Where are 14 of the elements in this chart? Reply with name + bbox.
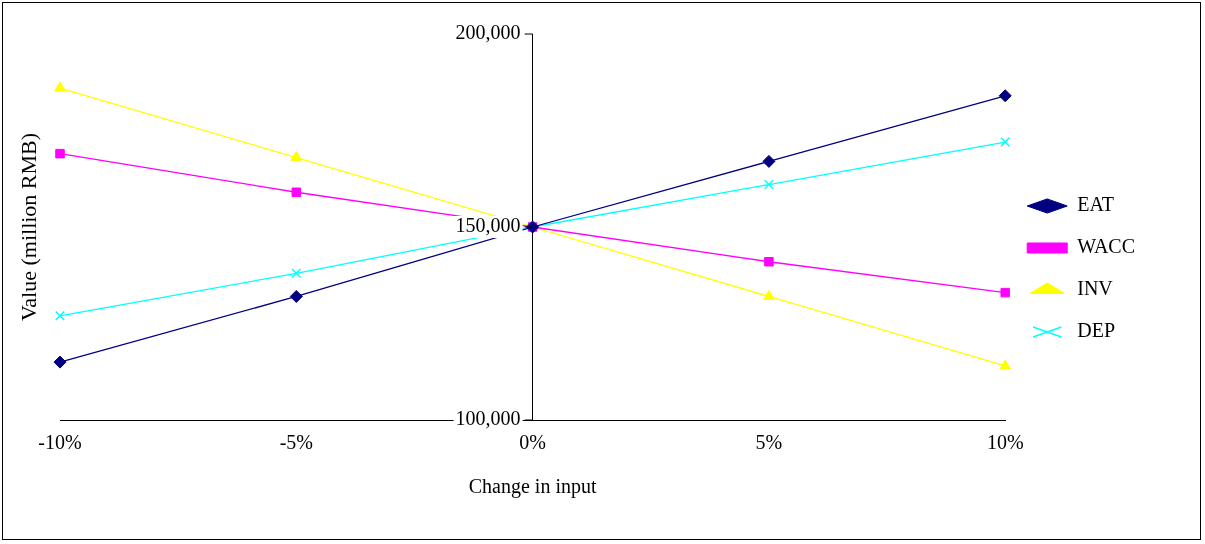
x-tick-label: -10%	[38, 431, 82, 454]
y-tick-label: 200,000	[455, 21, 521, 44]
x-tick-label: 5%	[755, 431, 783, 454]
x-axis-title: Change in input	[468, 475, 597, 499]
legend-label: INV	[1077, 277, 1114, 300]
y-tick-label: 100,000	[455, 407, 521, 430]
y-axis-title: Value (million RMB)	[15, 132, 41, 322]
x-tick-label: 0%	[519, 431, 546, 454]
x-tick-label: 10%	[986, 431, 1024, 454]
x-tick-label: -5%	[279, 431, 313, 454]
legend-label: EAT	[1077, 193, 1114, 216]
legend-label: DEP	[1077, 319, 1116, 342]
y-tick-label: 150,000	[455, 214, 521, 237]
legend-label: WACC	[1077, 235, 1136, 258]
